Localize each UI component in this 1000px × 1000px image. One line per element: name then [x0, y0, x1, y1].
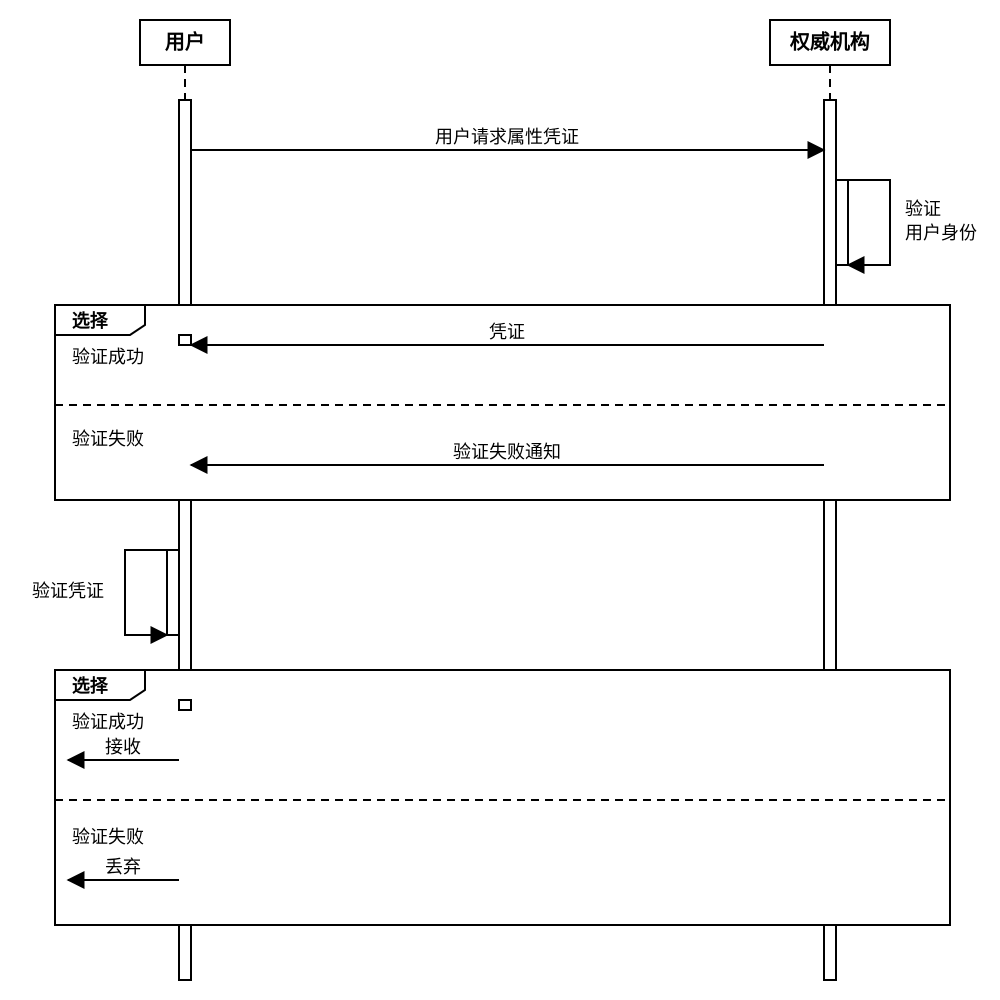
alt2-notch: [179, 700, 191, 710]
alt1-guard: 选择: [72, 310, 109, 331]
self-verify-identity-label-1: 验证: [905, 199, 941, 219]
self-verify-credential-label: 验证凭证: [32, 581, 104, 601]
msg-credential-label: 凭证: [489, 322, 525, 342]
sequence-diagram: 用户 权威机构 用户请求属性凭证 验证 用户身份 选择 验证成功 验证失败 凭证…: [0, 0, 1000, 1000]
activation-verify-identity: [836, 180, 848, 265]
activation-verify-credential: [167, 550, 179, 635]
alt1-sec2-label: 验证失败: [72, 429, 144, 449]
alt1-sec1-label: 验证成功: [72, 347, 144, 367]
msg-verify-fail-label: 验证失败通知: [453, 442, 561, 462]
participant-user-label: 用户: [165, 29, 205, 53]
alt2-sec1-label: 验证成功: [72, 712, 144, 732]
alt2-sec2-label: 验证失败: [72, 827, 144, 847]
self-verify-identity-label-2: 用户身份: [905, 223, 977, 243]
msg-request-credential-label: 用户请求属性凭证: [435, 127, 579, 147]
msg-discard-label: 丢弃: [105, 857, 141, 877]
msg-accept-label: 接收: [105, 737, 141, 757]
alt1-notch: [179, 335, 191, 345]
participant-authority-label: 权威机构: [789, 29, 870, 53]
alt2-guard: 选择: [72, 675, 109, 696]
